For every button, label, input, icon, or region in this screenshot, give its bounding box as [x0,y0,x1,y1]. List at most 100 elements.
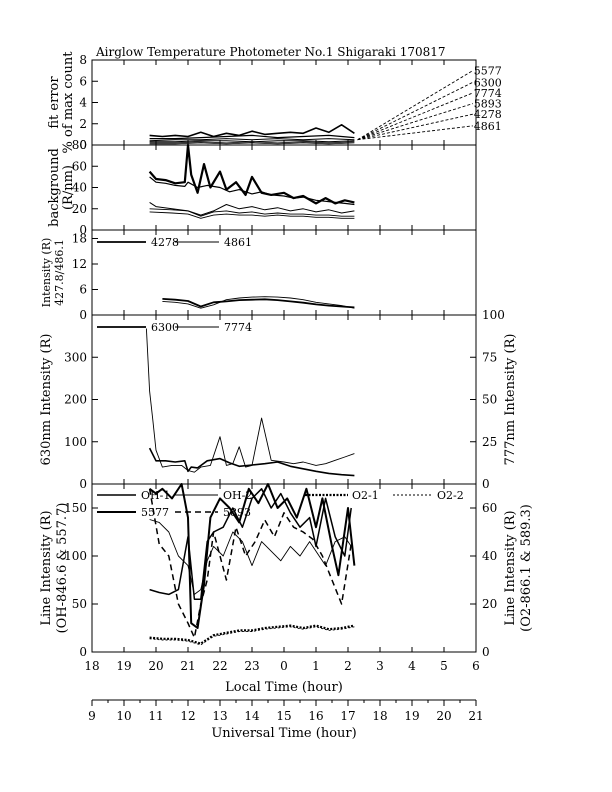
x-tick-label: 5 [440,659,448,673]
legend-label: OH-2 [223,489,252,502]
series-line-background-2 [149,176,355,206]
series-line-fit-error-5577 [149,124,355,138]
ut-tick-label: 14 [244,709,260,723]
series-line-red-lines-6300 [148,447,355,477]
x-tick-label: 3 [376,659,384,673]
x-tick-label: 20 [148,659,163,673]
fit-error-extrapolation-line [357,92,473,141]
ut-tick-label: 10 [116,709,131,723]
y-tick-label: 12 [72,257,87,271]
x-axis-label: Local Time (hour) [225,680,343,695]
y-tick-label: 6 [79,74,87,88]
series-line-background-1 [148,143,355,205]
y-axis-label: 427.8/486.1 [53,239,66,306]
fit-error-extrapolation-line [357,70,474,141]
fit-error-series-label: 5577 [474,65,502,78]
y-tick-label: 50 [72,597,87,611]
y-tick-label: 0 [79,477,87,491]
y-axis-label: (R/nm) [61,165,76,210]
series-line-oh-green-O2-1 [149,624,355,645]
legend-label: OH-1 [141,489,170,502]
fit-error-extrapolation-line [357,103,473,141]
fit-error-extrapolation-line [357,81,474,141]
y-tick-label: 6 [79,283,87,297]
plot-frame-background [91,144,477,231]
ut-tick-label: 11 [148,709,163,723]
y-tick-label: 18 [72,232,87,246]
x-tick-label: 18 [84,659,99,673]
y2-axis-label: (O2-866.1 & 589.3) [519,504,534,632]
x-tick-label: 0 [280,659,288,673]
y2-tick-label: 100 [482,308,505,322]
plot-frame-blue-lines [91,229,477,316]
y-tick-label: 300 [64,350,87,364]
ut-tick-label: 20 [436,709,451,723]
x-tick-label: 22 [212,659,227,673]
series-line-oh-green-5893 [148,488,352,639]
y-tick-label: 40 [72,181,87,195]
fit-error-series-label: 5893 [474,98,502,111]
series-line-fit-error-6300 [149,134,355,140]
y-axis-label: 630nm Intensity (R) [39,334,54,466]
series-line-background-4 [149,208,355,217]
y-tick-label: 100 [64,549,87,563]
y2-axis-label: 777nm Intensity (R) [503,334,518,466]
y-axis-label: (OH-846.6 & 557.7) [55,503,70,634]
y-axis-label: background [47,148,62,227]
legend-label: O2-1 [352,489,379,502]
series-line-background-5 [149,211,355,219]
y-tick-label: 100 [64,435,87,449]
x-tick-label: 4 [408,659,416,673]
y-tick-label: 80 [72,138,87,152]
y2-tick-label: 40 [482,549,497,563]
y-tick-label: 0 [79,308,87,322]
x-tick-label: 6 [472,659,480,673]
y2-tick-label: 25 [482,435,497,449]
legend-label: 4861 [224,236,252,249]
series-line-fit-error-4278 [149,141,355,144]
ut-axis-label: Universal Time (hour) [211,726,356,741]
y2-axis-label: Line Intensity (R) [503,510,518,625]
x-tick-label: 21 [180,659,195,673]
series-line-red-lines-7774 [145,328,355,473]
ut-tick-label: 19 [404,709,419,723]
y-tick-label: 20 [72,202,87,216]
ut-tick-label: 12 [180,709,195,723]
y2-tick-label: 60 [482,501,497,515]
fit-error-series-label: 4278 [474,108,502,121]
series-line-fit-error-4861 [149,142,355,145]
y-tick-label: 8 [79,53,87,67]
ut-tick-label: 21 [468,709,483,723]
y2-tick-label: 75 [482,350,497,364]
x-tick-label: 1 [312,659,320,673]
series-line-oh-green-5577 [149,483,356,629]
fit-error-series-label: 7774 [474,87,502,100]
legend-label: 5577 [141,506,169,519]
series-line-blue-lines-4861 [162,296,355,309]
y2-tick-label: 0 [482,645,490,659]
y-tick-label: 0 [79,138,87,152]
y-tick-label: 60 [72,159,87,173]
y2-tick-label: 50 [482,393,497,407]
ut-tick-label: 16 [308,709,323,723]
x-tick-label: 2 [344,659,352,673]
y-tick-label: 2 [79,117,87,131]
fit-error-extrapolation-line [357,125,473,141]
legend-label: 6300 [151,321,179,334]
ut-tick-label: 9 [88,709,96,723]
series-line-blue-lines-4278 [162,298,355,309]
y2-tick-label: 0 [482,477,490,491]
fit-error-series-label: 6300 [474,76,502,89]
series-line-oh-green-OH-1 [149,488,352,600]
legend-label: O2-2 [437,489,464,502]
series-line-fit-error-7774 [149,138,355,142]
fit-error-series-label: 4861 [474,120,502,133]
y-tick-label: 4 [79,96,87,110]
legend-label: 7774 [224,321,252,334]
ut-tick-label: 17 [340,709,355,723]
y-axis-label: fit error [47,76,62,129]
legend-label: 4278 [151,236,179,249]
y-tick-label: 0 [79,223,87,237]
fit-error-extrapolation-line [357,113,473,141]
